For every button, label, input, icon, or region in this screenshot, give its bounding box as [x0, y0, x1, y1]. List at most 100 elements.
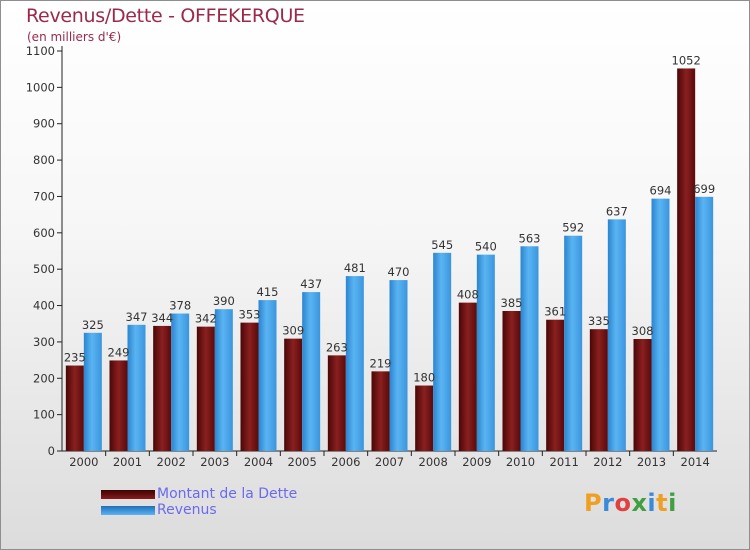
- bar-revenus: [433, 252, 452, 451]
- logo-letter: x: [631, 489, 648, 517]
- bar-revenus: [651, 198, 670, 451]
- legend-swatch-revenus: [101, 506, 155, 515]
- legend-swatch-debt: [101, 490, 155, 499]
- bar-debt: [240, 322, 259, 451]
- data-label-revenus: 415: [257, 285, 279, 299]
- x-tick-label: 2000: [69, 455, 98, 469]
- x-tick-label: 2005: [288, 455, 317, 469]
- data-label-revenus: 637: [606, 204, 628, 218]
- bar-debt: [327, 355, 346, 451]
- bar-revenus: [127, 324, 146, 451]
- logo-letter: t: [656, 489, 669, 517]
- x-tick-label: 2009: [462, 455, 491, 469]
- bar-revenus: [171, 313, 190, 451]
- y-tick-label: 100: [33, 408, 55, 422]
- y-tick-label: 300: [33, 335, 55, 349]
- x-tick-label: 2012: [593, 455, 622, 469]
- data-label-debt: 353: [239, 308, 261, 322]
- bar-debt: [633, 339, 652, 451]
- y-tick-label: 200: [33, 371, 55, 385]
- bar-debt: [284, 338, 303, 451]
- data-label-revenus: 699: [693, 182, 715, 196]
- bar-revenus: [258, 300, 277, 451]
- data-label-debt: 235: [64, 351, 86, 365]
- bar-revenus: [83, 332, 102, 451]
- x-tick-label: 2011: [550, 455, 579, 469]
- bar-debt: [589, 329, 608, 451]
- data-label-debt: 342: [195, 312, 217, 326]
- data-label-debt: 308: [632, 324, 654, 338]
- data-label-debt: 309: [282, 324, 304, 338]
- bar-debt: [196, 326, 215, 451]
- data-label-revenus: 545: [431, 238, 453, 252]
- x-tick-label: 2004: [244, 455, 273, 469]
- y-tick-label: 1000: [26, 80, 55, 94]
- data-label-revenus: 470: [388, 265, 410, 279]
- data-label-debt: 1052: [672, 53, 701, 67]
- data-label-debt: 263: [326, 340, 348, 354]
- bar-revenus: [476, 254, 495, 451]
- logo-letter: i: [668, 489, 677, 517]
- y-tick-label: 400: [33, 299, 55, 313]
- logo-letter: r: [602, 489, 615, 517]
- bar-debt: [65, 365, 84, 451]
- x-tick-label: 2003: [200, 455, 229, 469]
- data-label-debt: 385: [501, 296, 523, 310]
- y-tick-label: 1100: [26, 44, 55, 58]
- bar-debt: [458, 302, 477, 451]
- bar-revenus: [389, 280, 408, 451]
- data-label-revenus: 378: [169, 299, 191, 313]
- y-tick-label: 900: [33, 117, 55, 131]
- bar-revenus: [302, 292, 321, 451]
- x-tick-label: 2006: [331, 455, 360, 469]
- bar-revenus: [345, 276, 364, 451]
- y-tick-label: 500: [33, 262, 55, 276]
- data-label-debt: 361: [544, 305, 566, 319]
- x-tick-label: 2007: [375, 455, 404, 469]
- x-tick-label: 2013: [637, 455, 666, 469]
- bar-revenus: [564, 235, 583, 451]
- logo-letter: o: [614, 489, 632, 517]
- x-tick-label: 2002: [157, 455, 186, 469]
- bar-debt: [109, 360, 128, 451]
- logo-letter: i: [647, 489, 657, 517]
- legend-label-revenus: Revenus: [157, 502, 217, 518]
- data-label-debt: 344: [151, 311, 173, 325]
- data-label-debt: 408: [457, 288, 479, 302]
- x-tick-label: 2014: [681, 455, 710, 469]
- data-label-debt: 180: [413, 371, 435, 385]
- x-tick-label: 2008: [419, 455, 448, 469]
- data-label-revenus: 325: [82, 318, 104, 332]
- x-tick-label: 2001: [113, 455, 142, 469]
- data-label-revenus: 694: [650, 184, 672, 198]
- logo-letter: P: [584, 489, 603, 517]
- chart-subtitle: (en milliers d'€): [27, 30, 122, 44]
- data-label-debt: 249: [108, 345, 130, 359]
- data-label-revenus: 540: [475, 240, 497, 254]
- data-label-revenus: 437: [300, 277, 322, 291]
- data-label-revenus: 563: [519, 231, 541, 245]
- data-label-revenus: 481: [344, 261, 366, 275]
- bar-debt: [502, 311, 521, 451]
- bar-revenus: [607, 219, 626, 451]
- bar-debt: [546, 319, 565, 451]
- bar-debt: [415, 385, 434, 451]
- data-label-revenus: 592: [562, 221, 584, 235]
- bar-revenus: [520, 246, 539, 451]
- proxiti-logo: Proxiti: [584, 489, 677, 517]
- bar-debt: [677, 68, 696, 452]
- data-label-debt: 219: [370, 356, 392, 370]
- chart-title: Revenus/Dette - OFFEKERQUE: [26, 5, 305, 27]
- y-tick-label: 600: [33, 226, 55, 240]
- data-label-revenus: 390: [213, 294, 235, 308]
- y-tick-label: 0: [48, 444, 55, 458]
- x-tick-label: 2010: [506, 455, 535, 469]
- legend-label-debt: Montant de la Dette: [157, 486, 298, 502]
- y-tick-label: 800: [33, 153, 55, 167]
- bar-revenus: [214, 309, 233, 451]
- data-label-revenus: 347: [126, 310, 148, 324]
- y-tick-label: 700: [33, 189, 55, 203]
- bar-revenus: [695, 196, 714, 451]
